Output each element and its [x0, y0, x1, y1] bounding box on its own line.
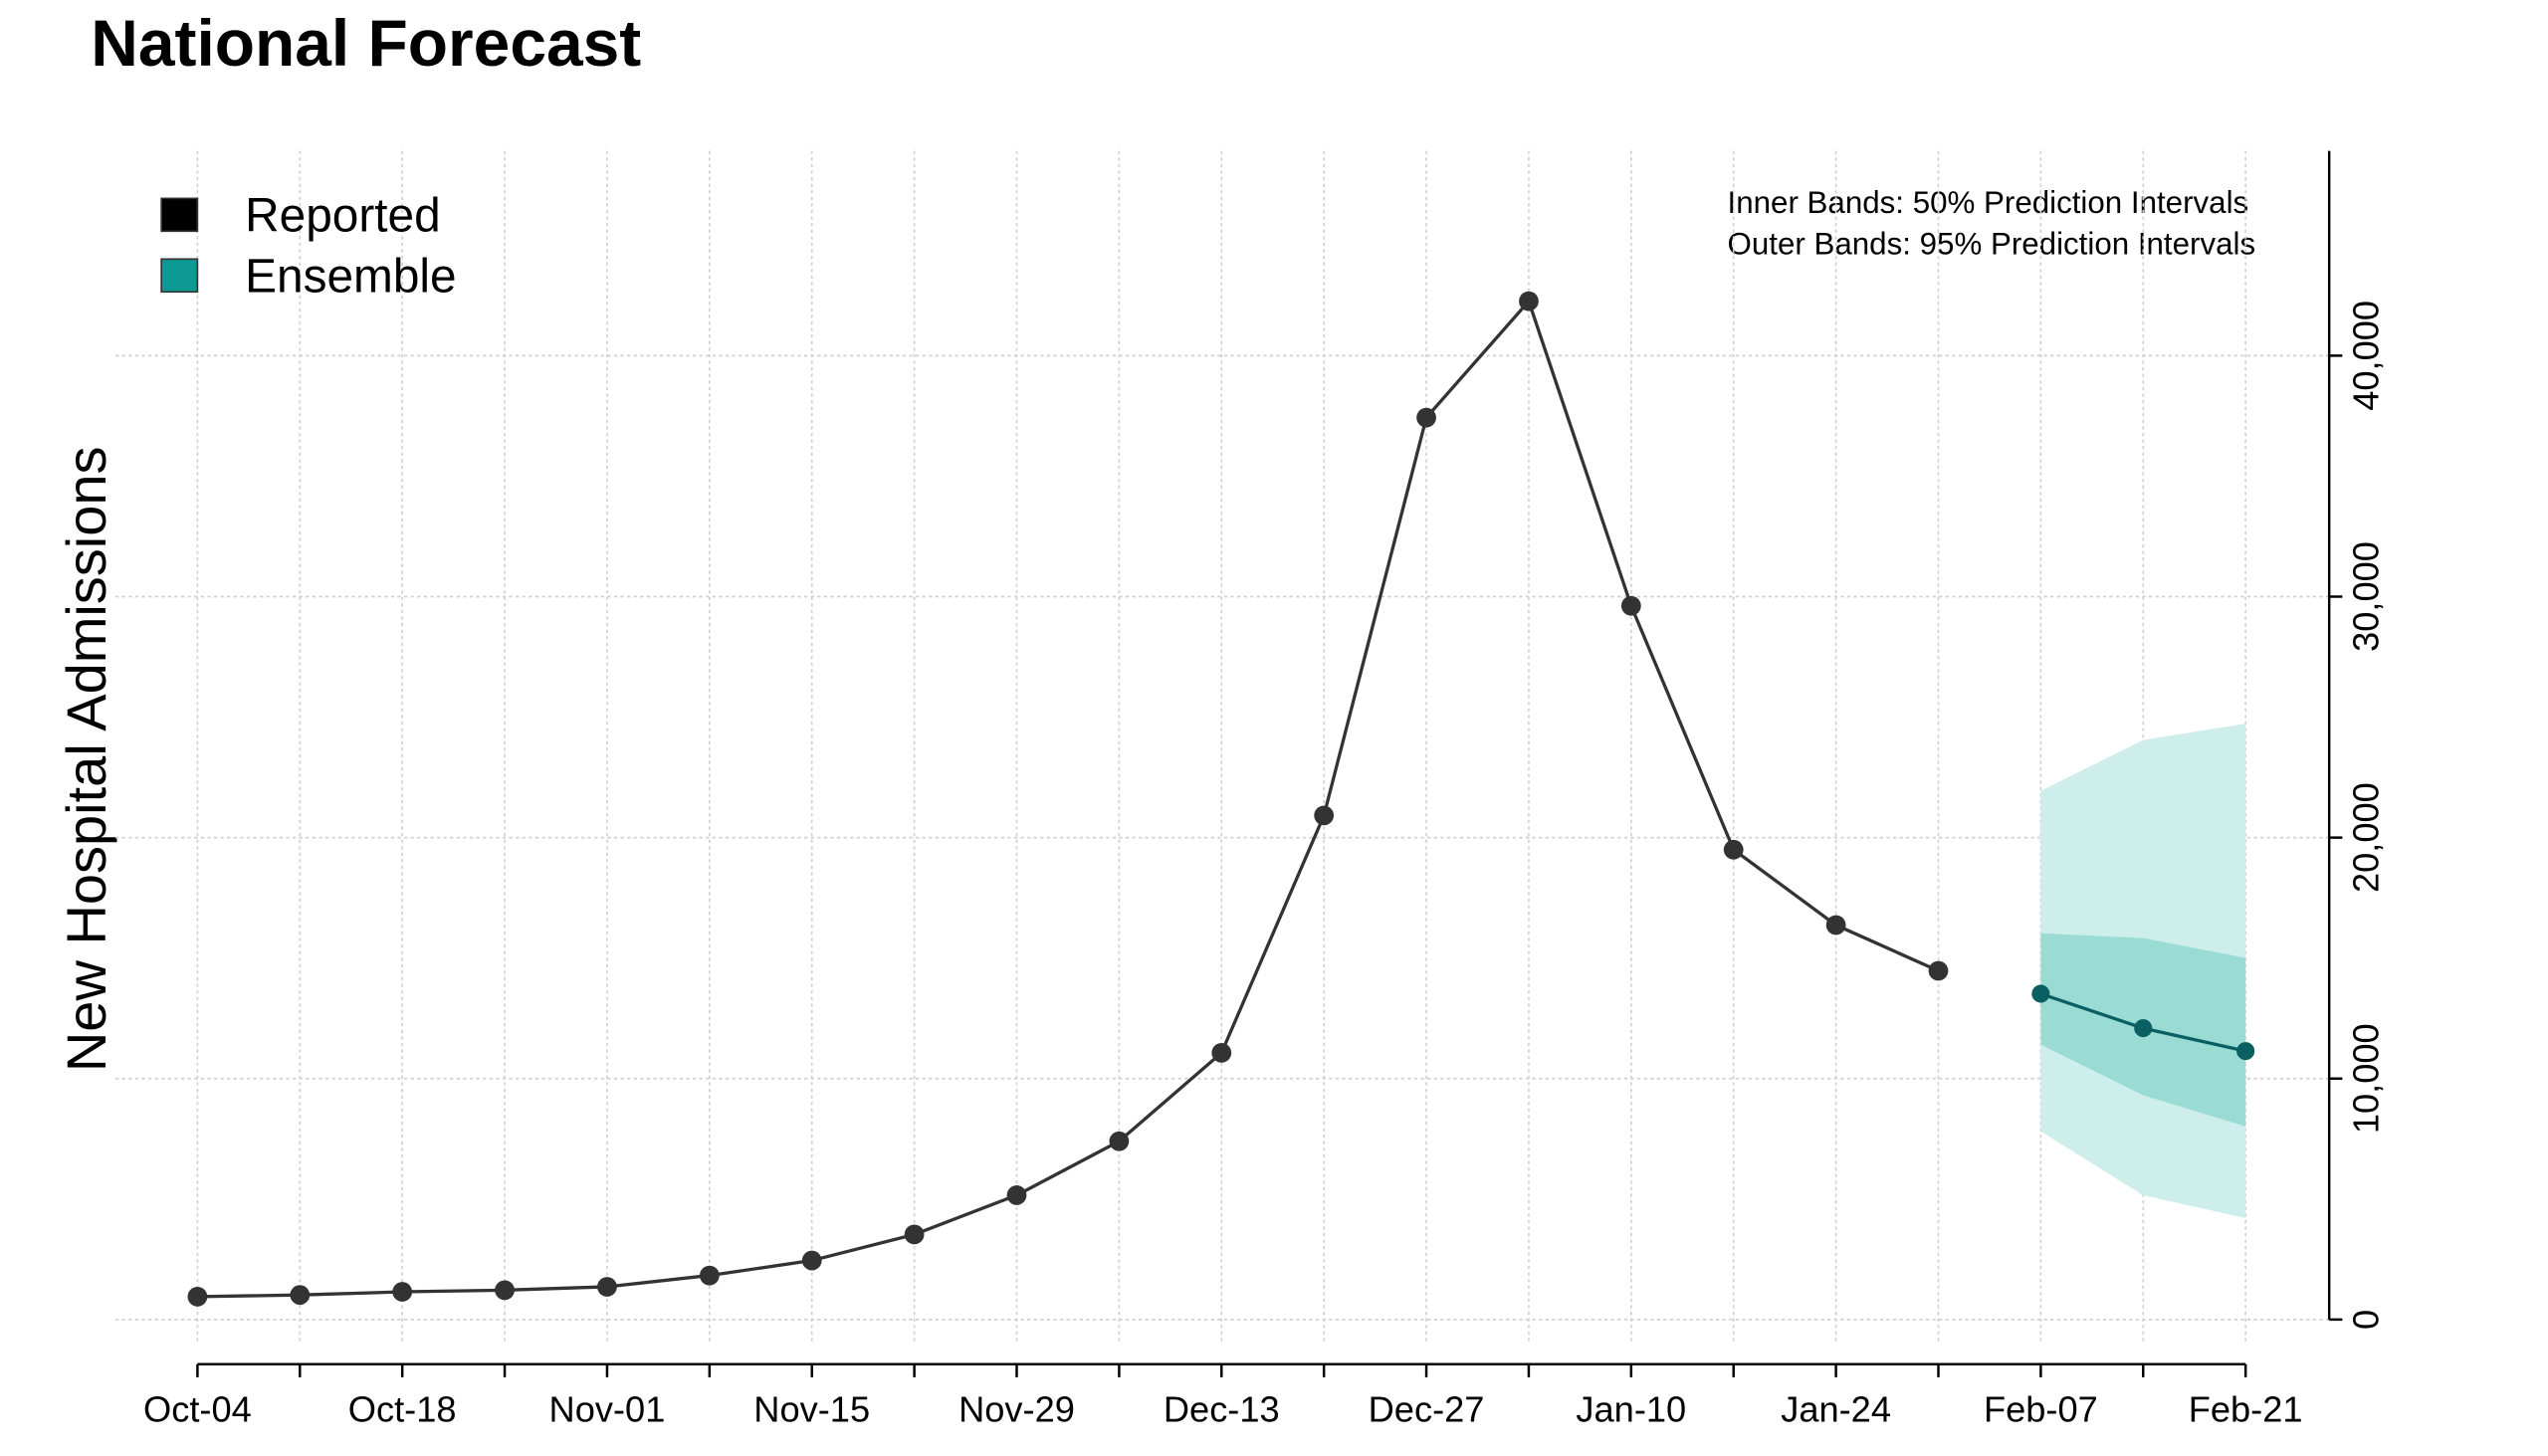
data-point	[2236, 1042, 2255, 1061]
data-point	[187, 1286, 208, 1307]
data-point	[495, 1280, 515, 1301]
data-point	[2134, 1019, 2153, 1038]
legend-swatch	[160, 258, 199, 294]
data-point	[699, 1265, 720, 1286]
y-tick-label: 30,000	[2346, 541, 2387, 652]
y-axis-label: New Hospital Admissions	[55, 446, 117, 1072]
data-point	[1006, 1185, 1027, 1205]
x-tick-label: Feb-07	[1984, 1388, 2098, 1429]
x-tick-label: Nov-01	[549, 1388, 666, 1429]
x-tick-label: Dec-27	[1369, 1388, 1485, 1429]
data-point	[1109, 1131, 1130, 1151]
y-tick-label: 10,000	[2346, 1023, 2387, 1134]
data-point	[290, 1285, 311, 1306]
annotation: Outer Bands: 95% Prediction Intervals	[1728, 226, 2256, 261]
legend-swatch	[160, 197, 199, 233]
data-point	[1314, 805, 1335, 826]
data-point	[1416, 407, 1436, 428]
legend-label: Reported	[245, 189, 440, 242]
y-tick-label: 0	[2346, 1310, 2387, 1330]
data-point	[1825, 915, 1846, 936]
x-tick-label: Nov-15	[753, 1388, 870, 1429]
data-point	[1928, 960, 1949, 981]
data-point	[1723, 839, 1744, 860]
y-tick-label: 40,000	[2346, 301, 2387, 411]
x-tick-label: Feb-21	[2189, 1388, 2303, 1429]
series-line	[197, 298, 1940, 1299]
x-tick-label: Jan-10	[1576, 1388, 1686, 1429]
data-point	[392, 1282, 413, 1302]
data-point	[801, 1250, 822, 1271]
x-tick-label: Jan-24	[1781, 1388, 1891, 1429]
data-point	[2031, 984, 2050, 1003]
data-point	[904, 1224, 925, 1245]
data-point	[597, 1277, 617, 1297]
data-point	[1211, 1042, 1232, 1063]
x-tick-label: Oct-04	[143, 1388, 252, 1429]
x-tick-label: Dec-13	[1164, 1388, 1280, 1429]
x-tick-label: Nov-29	[958, 1388, 1075, 1429]
y-tick-label: 20,000	[2346, 782, 2387, 893]
annotation: Inner Bands: 50% Prediction Intervals	[1728, 185, 2249, 220]
x-tick-label: Oct-18	[348, 1388, 457, 1429]
legend-label: Ensemble	[245, 250, 456, 303]
data-point	[1620, 595, 1641, 616]
data-point	[1519, 291, 1539, 312]
chart-title: National Forecast	[91, 6, 641, 80]
